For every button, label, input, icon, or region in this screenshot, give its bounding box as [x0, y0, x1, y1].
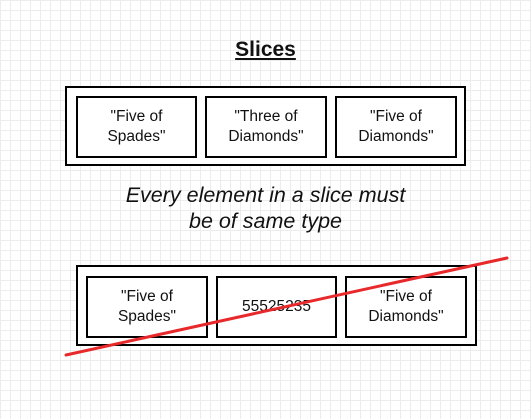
top-slice-element-2: "Three of Diamonds"	[205, 96, 327, 158]
diagram-title: Slices	[235, 38, 296, 61]
bottom-slice-element-1: "Five of Spades"	[86, 276, 208, 338]
rule-caption: Every element in a slice must be of same…	[125, 183, 406, 233]
top-slice-element-3: "Five of Diamonds"	[335, 96, 457, 158]
bottom-slice-element-3: "Five of Diamonds"	[345, 276, 467, 338]
bottom-slice-element-2: 55525235	[216, 276, 337, 338]
top-slice-element-1: "Five of Spades"	[76, 96, 197, 158]
